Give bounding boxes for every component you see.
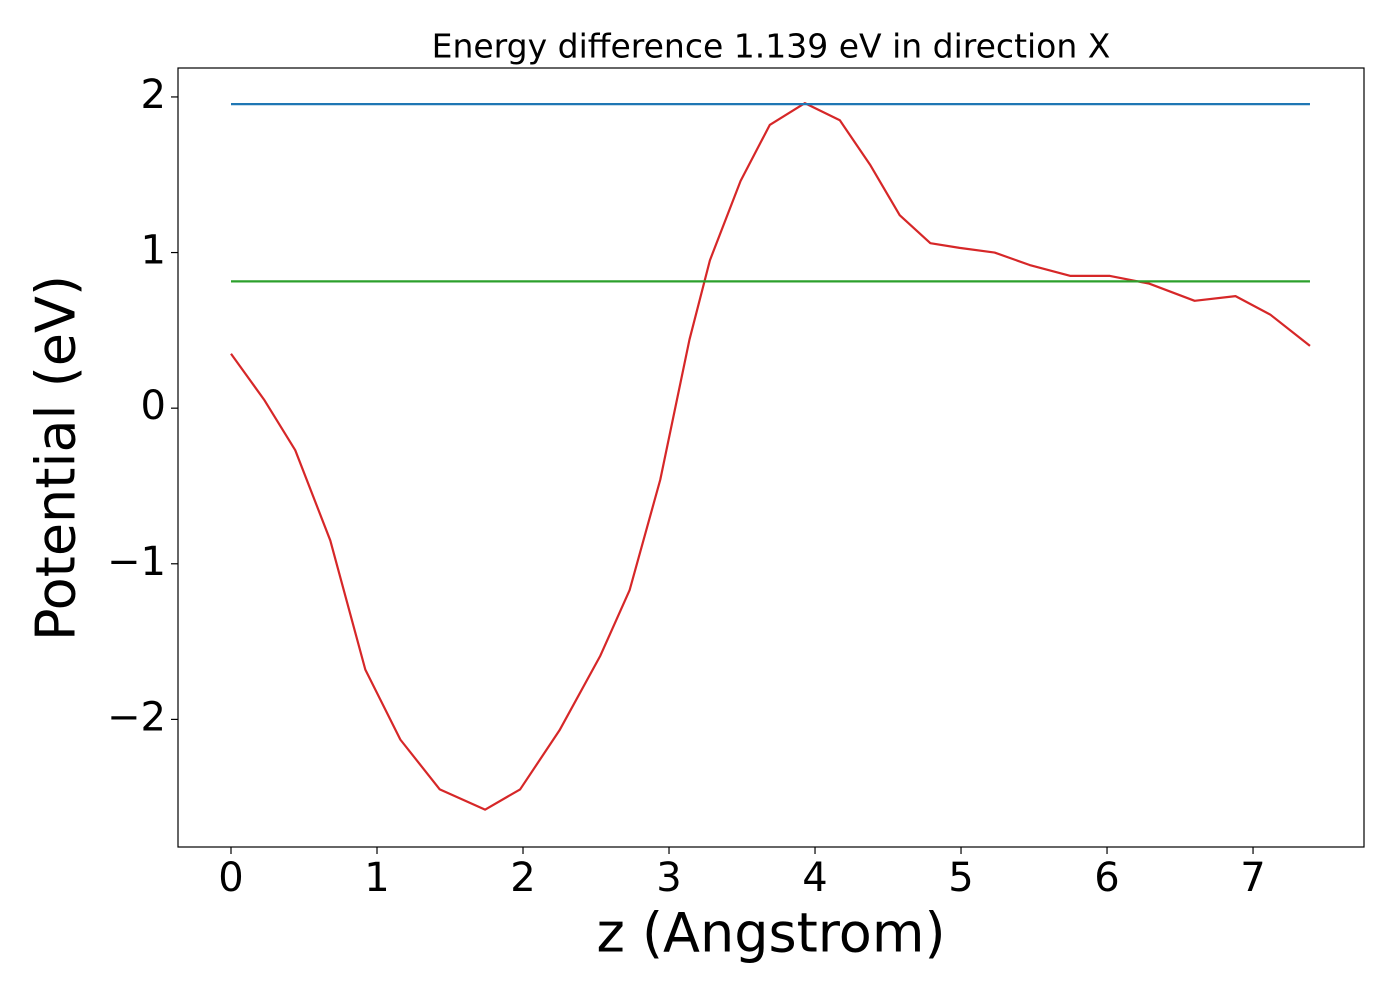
y-tick-label: −2: [107, 694, 166, 740]
x-tick-label: 6: [1094, 855, 1119, 901]
y-tick-label: 0: [141, 383, 166, 429]
x-tick-label: 3: [656, 855, 681, 901]
y-tick-label: 2: [141, 72, 166, 118]
y-tick-label: 1: [141, 228, 166, 274]
plot-frame: [177, 67, 1365, 848]
x-tick-label: 1: [364, 855, 389, 901]
x-tick-label: 5: [948, 855, 973, 901]
chart-title: Energy difference 1.139 eV in direction …: [432, 27, 1111, 66]
y-axis-label: Potential (eV): [25, 275, 88, 641]
x-tick-label: 0: [218, 855, 243, 901]
x-tick-label: 4: [802, 855, 827, 901]
x-tick-label: 7: [1240, 855, 1265, 901]
line-series: [230, 102, 1311, 811]
y-tick-label: −1: [107, 539, 166, 585]
x-tick-label: 2: [510, 855, 535, 901]
x-axis-label: z (Angstrom): [596, 902, 945, 965]
